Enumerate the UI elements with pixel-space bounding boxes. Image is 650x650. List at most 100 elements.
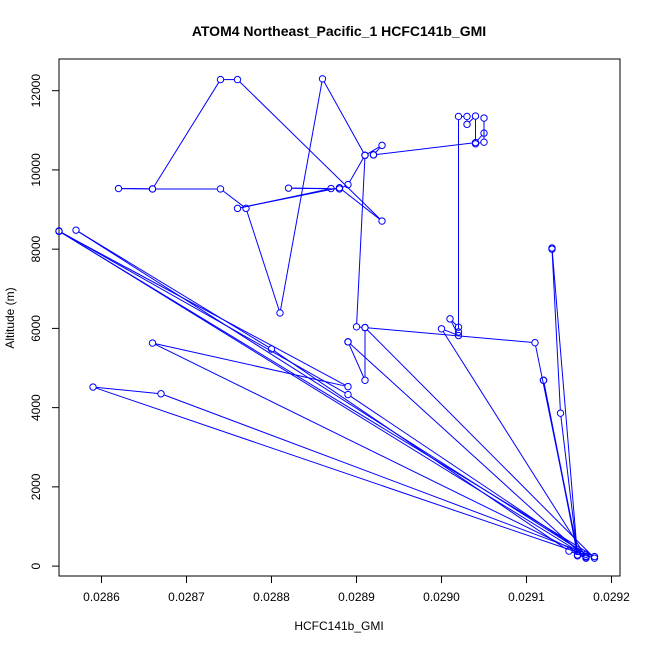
- data-point: [378, 217, 386, 225]
- data-point: [216, 75, 225, 84]
- series-segment: [375, 147, 381, 153]
- data-point: [242, 204, 250, 213]
- data-point: [573, 552, 582, 560]
- data-point: [548, 244, 556, 252]
- x-tick-label: 0.0291: [508, 590, 545, 604]
- series-segment: [368, 327, 532, 343]
- series-segment: [96, 386, 158, 394]
- x-tick-label: 0.0292: [593, 590, 630, 604]
- series-segment: [341, 189, 380, 220]
- data-point: [361, 376, 369, 384]
- data-point: [344, 180, 352, 189]
- series-segment: [551, 251, 578, 553]
- x-axis: 0.0286 0.0287 0.0288 0.0289 0.0290 0.0291 0.02…: [83, 576, 630, 604]
- series-segment: [350, 343, 584, 557]
- data-point: [437, 325, 446, 333]
- x-tick-label: 0.0289: [338, 590, 375, 604]
- series-segment: [468, 117, 474, 123]
- data-point: [531, 338, 539, 347]
- data-point: [327, 184, 335, 193]
- data-point: [454, 112, 463, 121]
- series-segment: [246, 211, 280, 311]
- series-segment: [551, 252, 561, 411]
- series-segment: [163, 394, 592, 556]
- data-point: [216, 185, 225, 193]
- data-point: [556, 409, 565, 417]
- x-tick-label: 0.0287: [168, 590, 205, 604]
- data-point: [582, 550, 590, 558]
- data-point: [573, 547, 582, 556]
- data-point: [454, 323, 463, 331]
- series-segment: [349, 157, 364, 183]
- series-segment: [95, 387, 592, 558]
- y-tick-label: 6000: [29, 315, 43, 342]
- data-point: [157, 390, 165, 398]
- data-point: [233, 75, 242, 84]
- data-point: [318, 75, 327, 83]
- series-segment: [367, 146, 380, 155]
- series-segment: [444, 329, 456, 335]
- data-point: [446, 315, 454, 323]
- data-point: [480, 138, 488, 146]
- x-tick-label: 0.0286: [83, 590, 120, 604]
- data-point: [55, 227, 63, 236]
- y-tick-label: 2000: [29, 473, 43, 500]
- data-point: [148, 185, 157, 193]
- data-point: [361, 151, 369, 159]
- series-segment: [280, 81, 323, 310]
- data-point: [72, 226, 80, 234]
- x-tick-label: 0.0288: [253, 590, 290, 604]
- series-segment: [543, 383, 578, 552]
- series-segment: [222, 190, 244, 207]
- chart-title: ATOM4 Northeast_Pacific_1 HCFC141b_GMI: [192, 23, 486, 39]
- data-point: [463, 120, 471, 129]
- y-axis-label: Altitude (m): [3, 287, 17, 348]
- data-point: [539, 376, 548, 384]
- data-point: [480, 114, 488, 122]
- data-point: [267, 345, 276, 353]
- data-point: [284, 184, 293, 192]
- x-axis-label: HCFC141b_GMI: [294, 619, 383, 633]
- y-tick-label: 4000: [29, 394, 43, 421]
- data-point: [590, 554, 599, 562]
- data-point: [352, 323, 361, 331]
- series-layer: [55, 75, 599, 562]
- series-segment: [323, 81, 364, 153]
- data-point: [480, 129, 488, 137]
- data-point: [471, 138, 480, 147]
- data-point: [344, 338, 352, 346]
- series-segment: [78, 231, 270, 348]
- x-tick-label: 0.0290: [423, 590, 460, 604]
- data-point: [344, 382, 352, 391]
- series-segment: [155, 343, 345, 387]
- y-axis: 0 2000 4000 6000 8000 10000 12000: [29, 74, 59, 569]
- data-point: [378, 141, 386, 150]
- data-point: [148, 339, 157, 347]
- series-segment: [61, 232, 593, 556]
- series-segment: [153, 82, 220, 187]
- series-segment: [442, 331, 585, 555]
- series-segment: [366, 329, 593, 557]
- data-point: [565, 547, 573, 555]
- series-segment: [376, 142, 473, 155]
- series-segment: [240, 187, 337, 209]
- y-tick-label: 0: [29, 562, 43, 569]
- data-point: [463, 112, 471, 121]
- series-segment: [78, 231, 584, 553]
- series-segment: [356, 158, 366, 324]
- y-tick-label: 8000: [29, 235, 43, 262]
- data-point: [471, 112, 480, 120]
- data-point: [335, 184, 344, 192]
- data-point: [582, 554, 590, 562]
- series-segment: [61, 232, 346, 386]
- series-segment: [273, 350, 567, 550]
- data-point: [276, 309, 284, 317]
- data-point: [454, 328, 463, 336]
- series-segment: [348, 344, 365, 378]
- series-segment: [560, 416, 578, 552]
- y-tick-label: 10000: [29, 153, 43, 187]
- y-tick-label: 12000: [29, 74, 43, 108]
- data-point: [114, 184, 123, 193]
- data-point: [344, 390, 352, 399]
